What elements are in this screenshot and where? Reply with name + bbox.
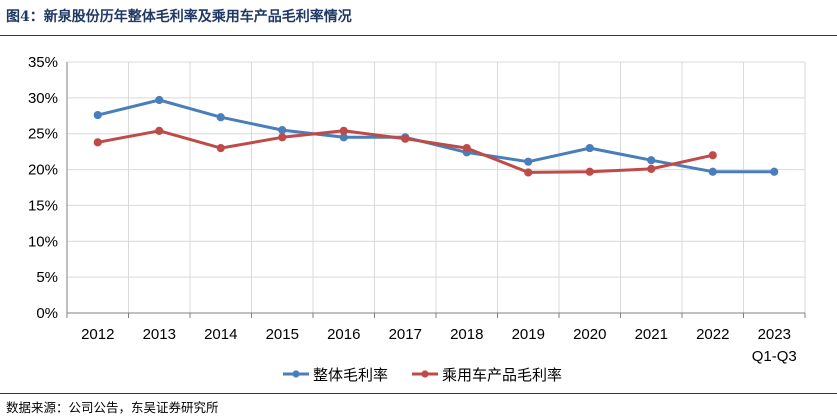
x-tick-label: 2022 bbox=[696, 326, 729, 343]
data-point-series-1 bbox=[216, 113, 225, 122]
x-tick-label: 2016 bbox=[327, 326, 360, 343]
data-point-series-2 bbox=[585, 167, 594, 176]
legend-marker-1 bbox=[292, 370, 300, 378]
y-axis-ticks: 0% 5% 10% 15% 20% 25% 30% 35% bbox=[28, 54, 58, 322]
legend: 整体毛利率 乘用车产品毛利率 bbox=[283, 366, 562, 384]
x-tick-label: 2020 bbox=[573, 326, 606, 343]
data-point-series-1 bbox=[770, 167, 779, 176]
data-point-series-1 bbox=[278, 126, 287, 135]
data-point-series-1 bbox=[647, 156, 656, 165]
data-source-note: 数据来源：公司公告，东吴证券研究所 bbox=[6, 400, 219, 415]
data-point-series-1 bbox=[155, 95, 164, 105]
x-axis-ticks: 2012 2013 2014 2015 2016 2017 2018 2019 2020 2021… bbox=[81, 326, 797, 365]
x-tick-label: 2015 bbox=[266, 326, 299, 343]
y-tick-label: 0% bbox=[36, 305, 58, 322]
data-point-series-1 bbox=[524, 157, 533, 166]
data-point-series-2 bbox=[216, 143, 225, 153]
legend-label-2: 乘用车产品毛利率 bbox=[442, 366, 562, 384]
grid-lines bbox=[67, 61, 806, 313]
x-tick-label: 2021 bbox=[635, 326, 668, 343]
data-point-series-2 bbox=[155, 126, 164, 135]
data-point-series-1 bbox=[93, 110, 102, 120]
legend-label-1: 整体毛利率 bbox=[313, 366, 388, 384]
y-tick-label: 15% bbox=[28, 197, 58, 214]
x-tick-label: 2012 bbox=[81, 326, 114, 343]
data-point-series-2 bbox=[339, 126, 348, 135]
data-point-series-1 bbox=[585, 143, 594, 153]
data-point-series-2 bbox=[524, 168, 533, 177]
data-point-series-2 bbox=[278, 133, 287, 142]
footer-divider bbox=[0, 393, 837, 394]
axes bbox=[66, 62, 806, 318]
y-tick-label: 20% bbox=[28, 162, 58, 179]
title-divider bbox=[0, 35, 837, 36]
y-tick-label: 35% bbox=[28, 54, 58, 71]
data-point-series-2 bbox=[93, 138, 102, 147]
data-point-series-1 bbox=[708, 167, 717, 176]
y-tick-label: 5% bbox=[36, 269, 58, 286]
x-tick-sublabel: Q1-Q3 bbox=[752, 348, 797, 365]
x-tick-label: 2018 bbox=[450, 326, 483, 343]
data-point-series-2 bbox=[462, 143, 471, 153]
y-tick-label: 10% bbox=[28, 233, 58, 250]
x-tick-label: 2023 bbox=[758, 326, 791, 343]
x-tick-label: 2013 bbox=[143, 326, 176, 343]
data-point-series-2 bbox=[401, 134, 410, 143]
x-tick-label: 2014 bbox=[204, 326, 237, 343]
y-tick-label: 25% bbox=[28, 126, 58, 143]
x-tick-label: 2019 bbox=[512, 326, 545, 343]
x-tick-label: 2017 bbox=[389, 326, 422, 343]
series-layer bbox=[93, 95, 779, 177]
data-point-series-2 bbox=[708, 151, 717, 160]
chart-title: 图4：新泉股份历年整体毛利率及乘用车产品毛利率情况 bbox=[6, 9, 352, 25]
y-tick-label: 30% bbox=[28, 90, 58, 107]
legend-marker-2 bbox=[421, 370, 429, 378]
data-point-series-2 bbox=[647, 164, 656, 173]
